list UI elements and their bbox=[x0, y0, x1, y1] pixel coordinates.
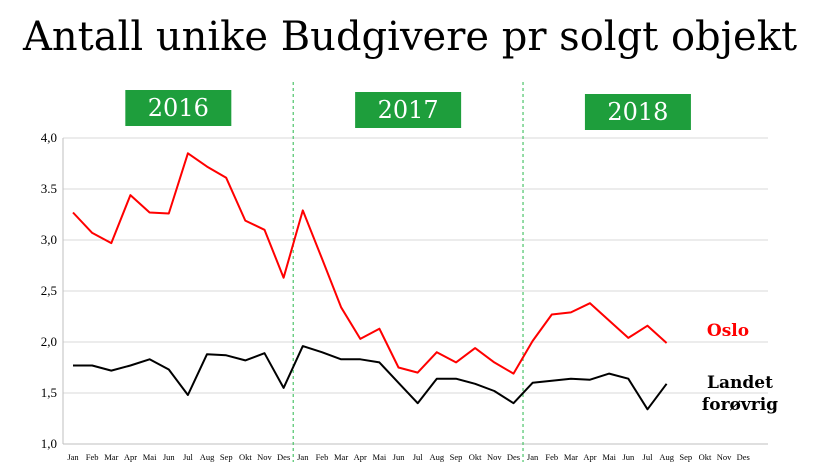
x-tick-label: Okt bbox=[469, 452, 482, 462]
series-line-oslo bbox=[72, 152, 668, 375]
x-tick-label: Jun bbox=[393, 452, 406, 462]
y-tick-label: 2,0 bbox=[41, 334, 57, 349]
x-tick-label: Jun bbox=[163, 452, 176, 462]
x-tick-label: Nov bbox=[257, 452, 272, 462]
y-tick-label: 1,0 bbox=[41, 436, 57, 451]
year-box bbox=[355, 92, 462, 128]
year-label: 2017 bbox=[378, 96, 439, 124]
year-label: 2018 bbox=[607, 98, 668, 126]
x-tick-label: Nov bbox=[717, 452, 732, 462]
x-tick-label: Apr bbox=[124, 452, 137, 462]
y-tick-label: 3.5 bbox=[41, 181, 57, 196]
x-tick-label: Des bbox=[277, 452, 290, 462]
year-box bbox=[125, 90, 232, 126]
x-tick-label: Mai bbox=[143, 452, 157, 462]
year-label: 2016 bbox=[148, 94, 209, 122]
x-tick-label: Mai bbox=[373, 452, 387, 462]
x-tick-label: Feb bbox=[316, 452, 329, 462]
x-tick-label: Mar bbox=[334, 452, 348, 462]
x-tick-label: Des bbox=[507, 452, 520, 462]
x-tick-label: Okt bbox=[239, 452, 252, 462]
x-tick-label: Apr bbox=[583, 452, 596, 462]
y-tick-label: 4,0 bbox=[41, 130, 57, 145]
chart-title: Antall unike Budgivere pr solgt objekt bbox=[22, 14, 797, 60]
x-tick-label: Aug bbox=[200, 452, 215, 462]
series-label-landet-forovrig: Landet bbox=[707, 373, 773, 393]
x-tick-label: Mar bbox=[564, 452, 578, 462]
y-tick-label: 1,5 bbox=[41, 385, 57, 400]
series-label-landet-forovrig: forøvrig bbox=[702, 395, 778, 415]
series-line-landet-forovrig bbox=[73, 345, 668, 411]
x-tick-label: Feb bbox=[545, 452, 558, 462]
x-tick-label: Jan bbox=[297, 452, 309, 462]
x-tick-label: Jul bbox=[413, 452, 424, 462]
y-tick-label: 2,5 bbox=[41, 283, 57, 298]
x-tick-label: Sep bbox=[220, 452, 233, 462]
x-tick-label: Jul bbox=[183, 452, 194, 462]
x-tick-label: Feb bbox=[86, 452, 99, 462]
x-tick-label: Jun bbox=[622, 452, 635, 462]
year-labels: 2016 2017 2018 bbox=[125, 90, 691, 130]
x-tick-label: Aug bbox=[659, 452, 674, 462]
year-box bbox=[584, 94, 691, 130]
x-tick-label: Apr bbox=[354, 452, 367, 462]
x-tick-label: Mai bbox=[602, 452, 616, 462]
x-tick-label: Jul bbox=[643, 452, 654, 462]
grid-lines bbox=[63, 137, 768, 394]
series-lines bbox=[72, 152, 668, 411]
x-tick-label: Okt bbox=[699, 452, 712, 462]
x-tick-label: Sep bbox=[679, 452, 692, 462]
x-tick-label: Jan bbox=[67, 452, 79, 462]
x-tick-label: Nov bbox=[487, 452, 502, 462]
x-tick-label: Mar bbox=[104, 452, 118, 462]
y-tick-label: 3,0 bbox=[41, 232, 57, 247]
x-tick-label: Sep bbox=[450, 452, 463, 462]
x-tick-label: Jan bbox=[527, 452, 539, 462]
x-tick-label: Aug bbox=[430, 452, 445, 462]
axes: 1,0 1,5 2,0 2,5 3,0 3.5 4,0 Jan Feb Mar Apr Mai Jun J… bbox=[41, 130, 768, 462]
x-tick-label: Des bbox=[737, 452, 750, 462]
series-label-oslo: Oslo bbox=[707, 321, 749, 341]
